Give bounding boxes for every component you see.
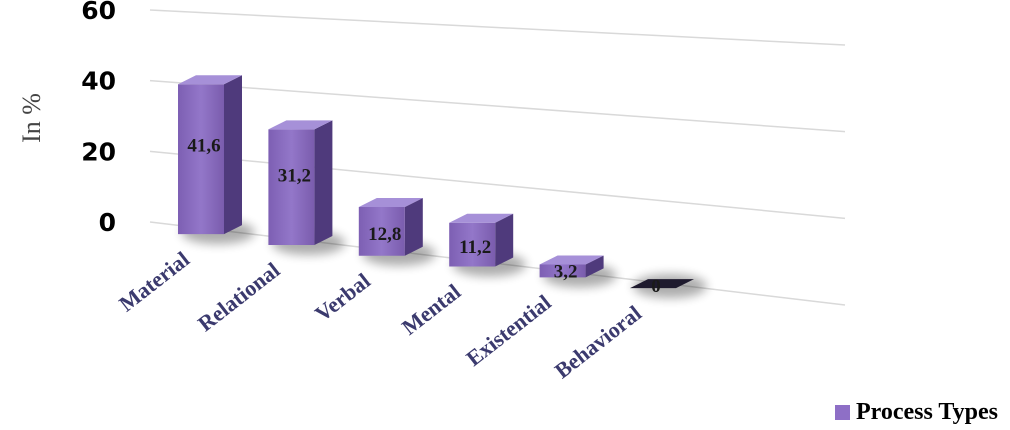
y-tick-label: 60 [81, 0, 116, 25]
bar-side-face [314, 120, 333, 245]
legend-label: Process Types [856, 399, 998, 425]
data-label: 41,6 [187, 136, 220, 157]
bar-front-face [358, 206, 405, 256]
bar-existential [539, 255, 604, 278]
bar-verbal [358, 197, 423, 256]
y-tick-label: 40 [81, 67, 116, 96]
bar-top-face [539, 255, 604, 265]
data-label: 11,2 [459, 237, 491, 258]
bar-top-face [358, 197, 423, 207]
bar-side-face [585, 255, 604, 278]
bar-material [178, 75, 242, 235]
bar-front-face [449, 222, 496, 267]
bars [178, 75, 694, 289]
gridline [149, 79, 846, 133]
y-axis-label: In % [17, 93, 46, 143]
data-label: 3,2 [554, 262, 578, 283]
bar-front-face [178, 84, 224, 235]
legend-swatch [835, 405, 850, 420]
bar-top-face [178, 75, 242, 85]
legend: Process Types [835, 399, 998, 426]
bar-top-face [449, 213, 514, 223]
x-tick-label: Mental [397, 279, 465, 340]
bar-side-face [495, 213, 514, 267]
bar-front-face [539, 264, 586, 278]
bar-side-face [404, 197, 423, 256]
x-tick-label: Verbal [310, 268, 375, 326]
x-tick-label: Relational [193, 257, 284, 336]
bar-front-face [268, 129, 315, 245]
bar-side-face [224, 75, 242, 235]
y-tick-label: 20 [81, 137, 116, 166]
data-label: 31,2 [278, 165, 311, 186]
y-tick-label: 0 [99, 208, 116, 237]
bar-mental [449, 213, 514, 267]
data-label: 0 [651, 276, 661, 297]
data-label: 12,8 [368, 224, 401, 245]
bar-zero-footprint [630, 279, 694, 289]
bar-top-face [268, 120, 333, 130]
y-axis-ticks: 0 20 40 60 [81, 0, 116, 237]
gridline [149, 9, 846, 46]
x-tick-label: Existential [461, 290, 555, 371]
bar-relational [268, 120, 333, 245]
gridline [149, 150, 846, 220]
x-tick-label: Behavioral [550, 300, 646, 383]
bar-behavioral [630, 279, 694, 289]
data-labels: 41,6 31,2 12,8 11,2 3,2 0 [187, 136, 660, 297]
x-tick-label: Material [114, 246, 194, 316]
